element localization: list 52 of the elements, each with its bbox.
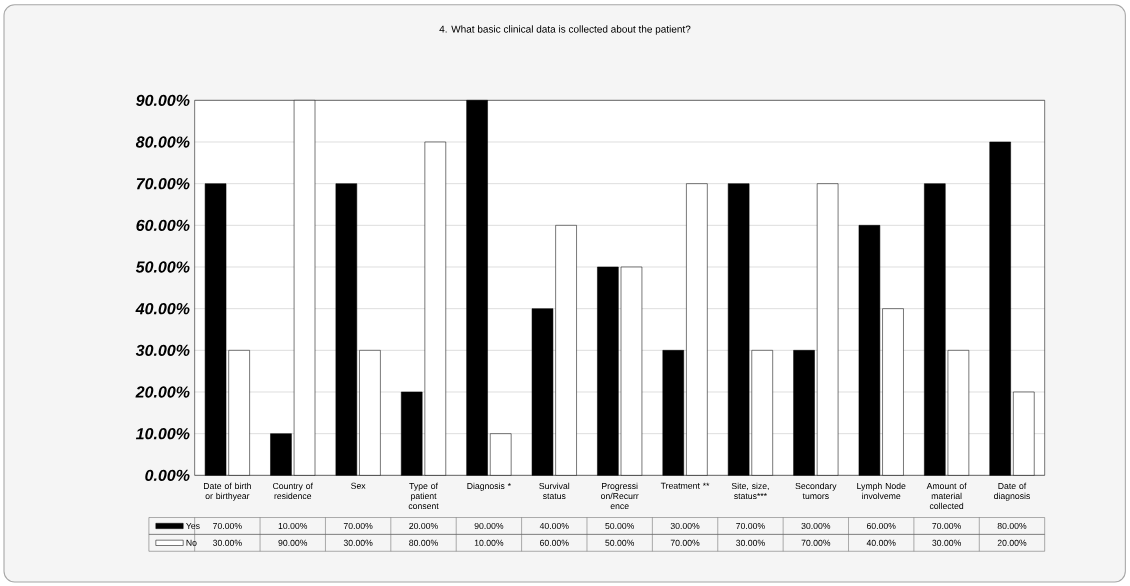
x-tick-label: Type of patient consent <box>408 482 439 510</box>
y-tick-label: 70.00% <box>136 178 190 190</box>
x-tick-label: Survival status <box>539 482 570 500</box>
data-label: 30.00% <box>670 522 700 530</box>
legend-label: No <box>186 539 197 546</box>
data-label: 60.00% <box>540 539 569 546</box>
x-tick-label: Treatment ** <box>660 482 710 489</box>
x-tick-label: Lymph Node involveme <box>857 482 906 500</box>
y-tick-label: 10.00% <box>135 428 190 440</box>
data-label: 30.00% <box>736 539 765 546</box>
data-label: 20.00% <box>997 539 1027 546</box>
data-label: 30.00% <box>801 522 831 530</box>
x-tick-label: Date of birth or birthyear <box>203 482 251 501</box>
data-label: 90.00% <box>278 539 308 546</box>
data-label: 30.00% <box>213 539 242 546</box>
chart-title: 4. What basic clinical data is collected about the patient? <box>439 25 691 35</box>
y-tick-label: 80.00% <box>135 136 190 148</box>
data-label: 50.00% <box>605 539 635 546</box>
x-tick-label: Progressi on/Recurr ence <box>601 482 639 510</box>
data-label: 80.00% <box>997 522 1027 530</box>
y-tick-label: 50.00% <box>135 261 190 273</box>
x-tick-label: Amount of material collected <box>926 482 967 510</box>
data-label: 70.00% <box>932 522 961 530</box>
legend-label: Yes <box>186 522 200 529</box>
x-tick-label: Secondary tumors <box>795 482 837 500</box>
y-tick-label: 30.00% <box>135 344 190 356</box>
data-label: 60.00% <box>866 522 896 530</box>
data-label: 10.00% <box>278 522 308 530</box>
data-label: 50.00% <box>605 522 635 530</box>
x-tick-label: Sex <box>351 482 366 489</box>
y-tick-label: 60.00% <box>136 219 190 231</box>
data-label: 30.00% <box>343 539 373 546</box>
data-label: 70.00% <box>213 522 242 530</box>
data-label: 70.00% <box>736 522 765 530</box>
y-tick-label: 20.00% <box>135 386 190 398</box>
y-tick-label: 0.00% <box>145 469 190 481</box>
data-label: 40.00% <box>539 522 569 530</box>
x-tick-label: Country of residence <box>272 482 313 500</box>
data-label: 80.00% <box>409 539 438 546</box>
data-label: 70.00% <box>343 522 373 530</box>
x-tick-label: Date of diagnosis <box>994 482 1030 501</box>
y-tick-label: 90.00% <box>136 94 190 106</box>
x-tick-label: Diagnosis * <box>467 482 511 491</box>
data-label: 70.00% <box>801 539 831 546</box>
data-label: 20.00% <box>409 522 438 530</box>
data-label: 30.00% <box>932 539 961 546</box>
y-tick-label: 40.00% <box>135 303 190 315</box>
data-label: 90.00% <box>474 522 504 530</box>
data-label: 70.00% <box>670 539 700 546</box>
data-label: 10.00% <box>474 539 504 546</box>
data-label: 40.00% <box>866 539 896 546</box>
x-tick-label: Site, size, status*** <box>731 482 769 500</box>
